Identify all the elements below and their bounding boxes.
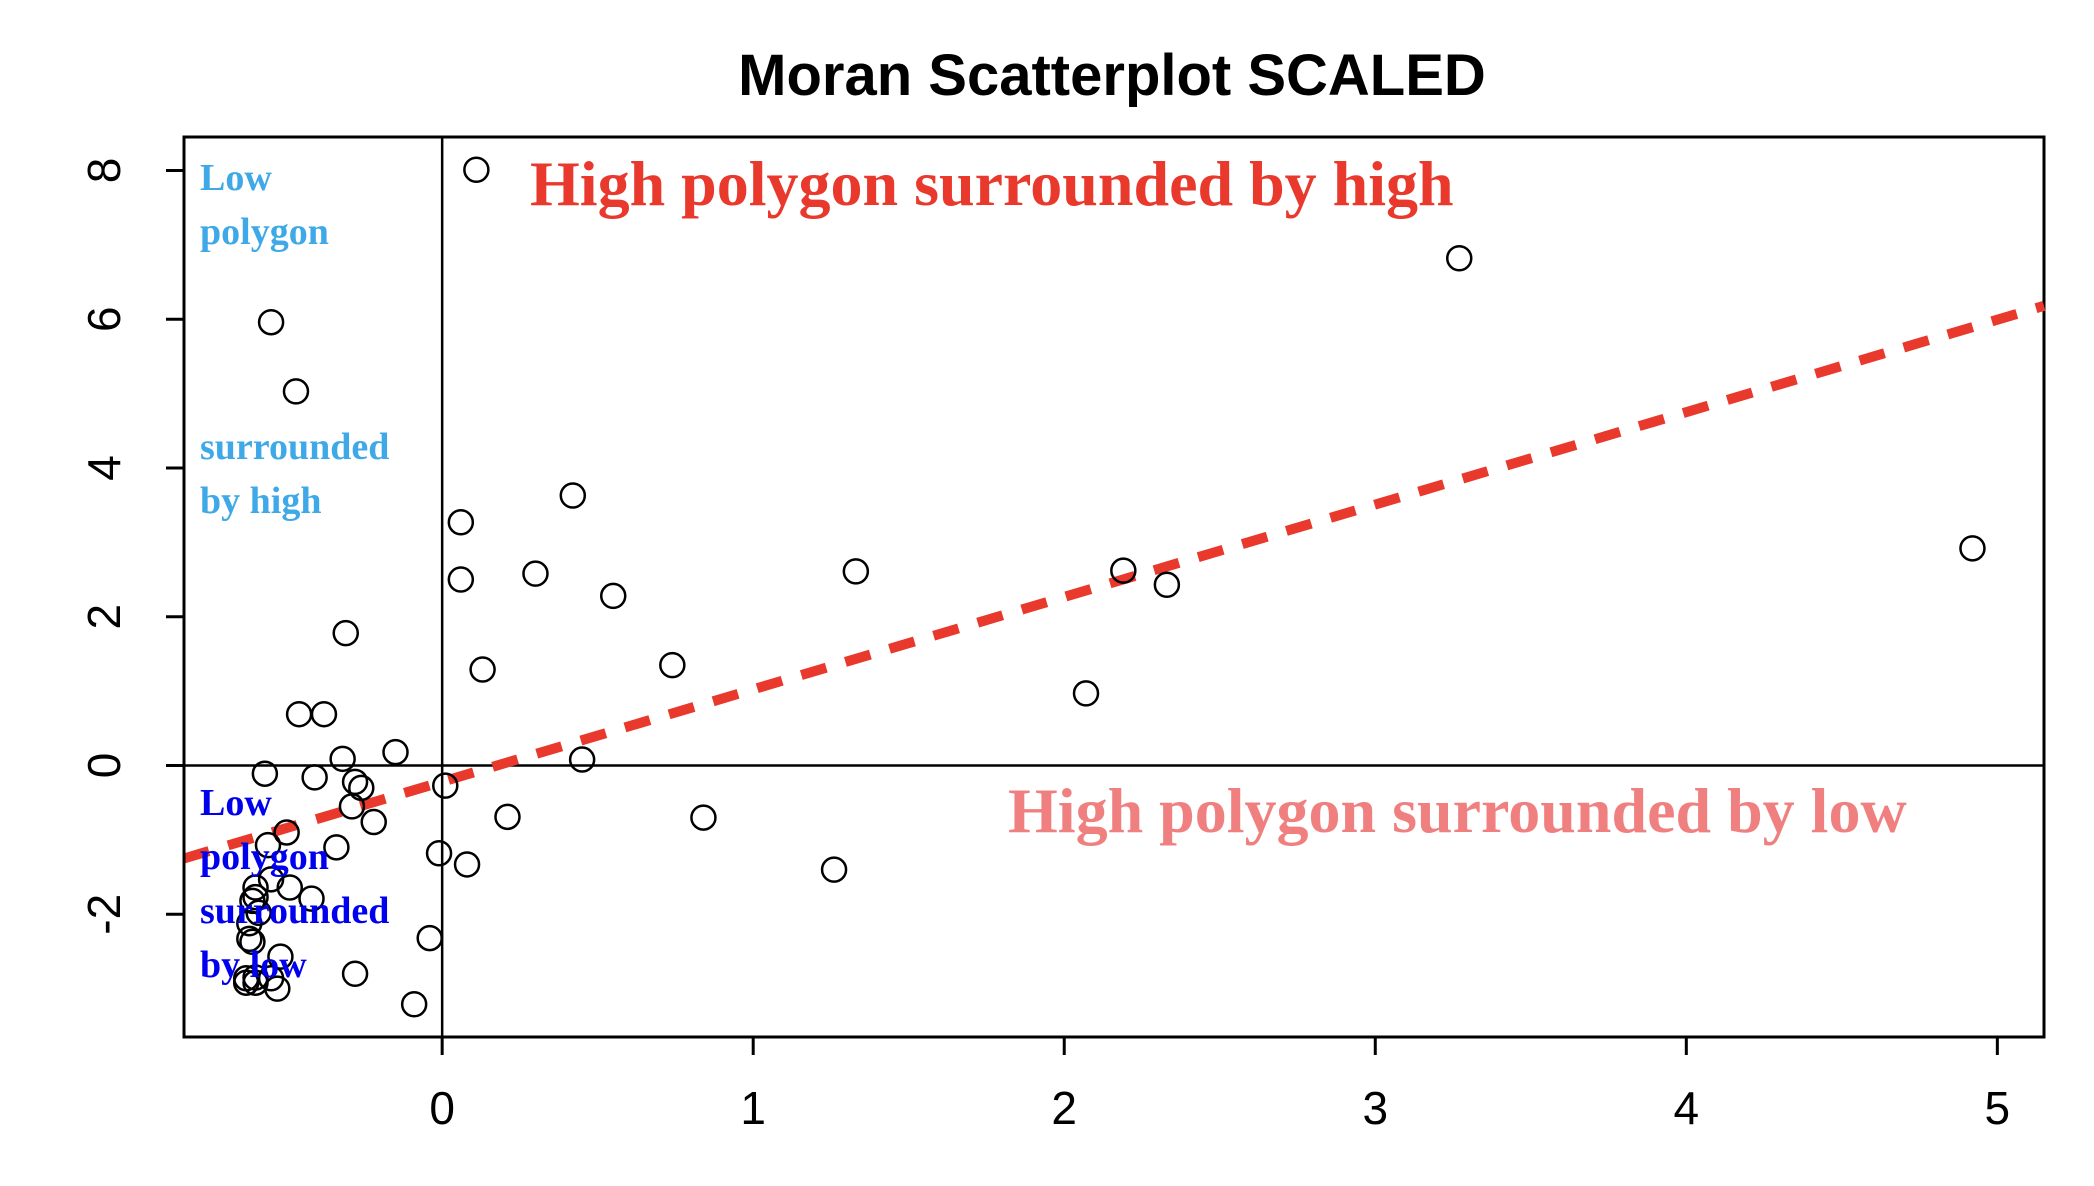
data-point (820, 856, 848, 883)
annotation-low-high-line: polygon (200, 211, 329, 253)
plot-area (182, 135, 2046, 1039)
annotation-low-low: Low polygon surrounded by low (200, 782, 399, 986)
data-point (257, 308, 285, 336)
data-point (1153, 571, 1181, 599)
data-point (453, 851, 481, 878)
data-point (341, 768, 369, 796)
data-point (494, 803, 521, 831)
data-point (242, 969, 269, 996)
y-tick-label: 0 (78, 753, 130, 779)
data-point (245, 899, 272, 927)
y-tick-label: 4 (78, 455, 130, 481)
data-point (242, 874, 269, 901)
data-point (267, 943, 294, 970)
data-point (341, 960, 369, 988)
data-point (842, 558, 870, 585)
data-points (232, 156, 1986, 1018)
data-point (310, 700, 338, 728)
data-point (239, 928, 266, 956)
chart-title: Moran Scatterplot SCALED (738, 43, 1486, 108)
regression-line (182, 301, 2046, 864)
x-tick-label: 1 (740, 1082, 766, 1134)
x-tick-label: 0 (429, 1082, 455, 1134)
y-axis: -2 0 2 4 6 8 (78, 158, 186, 935)
x-tick-label: 5 (1985, 1082, 2011, 1134)
data-point (285, 700, 313, 728)
data-point (298, 885, 325, 912)
y-tick-label: 6 (78, 306, 130, 332)
data-point (599, 582, 627, 610)
data-point (559, 482, 587, 509)
annotation-low-high-line: surrounded (200, 426, 389, 468)
data-point (1072, 680, 1100, 707)
data-point (469, 656, 496, 683)
data-point (242, 883, 269, 911)
data-point (338, 793, 366, 820)
annotation-low-high: Low polygon surrounded by high (200, 157, 399, 522)
data-point (463, 156, 490, 183)
data-point (690, 804, 717, 831)
data-point (432, 772, 459, 799)
data-point (236, 909, 263, 937)
data-point (447, 566, 475, 593)
data-point (659, 651, 686, 679)
data-point (416, 924, 443, 952)
annotation-high-high: High polygon surrounded by high (530, 148, 1454, 219)
data-point (1959, 535, 1986, 562)
data-point (273, 819, 300, 846)
data-point (1110, 557, 1137, 584)
data-point (282, 378, 310, 405)
data-point (254, 831, 282, 859)
data-point (329, 745, 356, 773)
y-tick-label: 8 (78, 158, 130, 184)
annotation-low-high-line: Low (200, 157, 272, 199)
data-point (257, 964, 285, 992)
data-point (323, 834, 350, 861)
data-point (276, 874, 304, 901)
y-tick-label: -2 (78, 894, 130, 935)
annotation-low-high-line: by high (200, 480, 321, 522)
annotation-low-low-line: Low (200, 782, 272, 824)
data-point (425, 840, 453, 867)
data-point (360, 808, 387, 836)
x-tick-label: 3 (1362, 1082, 1388, 1134)
x-tick-label: 2 (1051, 1082, 1077, 1134)
quadrant-annotations: High polygon surrounded by high High pol… (200, 148, 1907, 986)
annotation-low-low-line: surrounded (200, 890, 389, 932)
data-point (522, 560, 549, 587)
annotation-high-low: High polygon surrounded by low (1008, 775, 1907, 846)
regression-line-group (182, 301, 2046, 864)
data-point (257, 866, 285, 893)
annotation-low-low-line: polygon (200, 836, 329, 878)
y-tick-label: 2 (78, 604, 130, 630)
data-point (447, 509, 475, 536)
x-tick-label: 4 (1674, 1082, 1700, 1134)
data-point (301, 764, 328, 791)
x-axis: 0 1 2 3 4 5 (429, 1035, 2011, 1134)
data-point (348, 774, 375, 802)
data-point (568, 746, 596, 773)
data-point (400, 991, 428, 1018)
data-point (332, 619, 359, 647)
data-point (251, 760, 279, 787)
data-point (236, 925, 263, 953)
data-point (1446, 244, 1473, 272)
annotation-low-low-line: by low (200, 944, 307, 986)
data-point (382, 738, 409, 766)
